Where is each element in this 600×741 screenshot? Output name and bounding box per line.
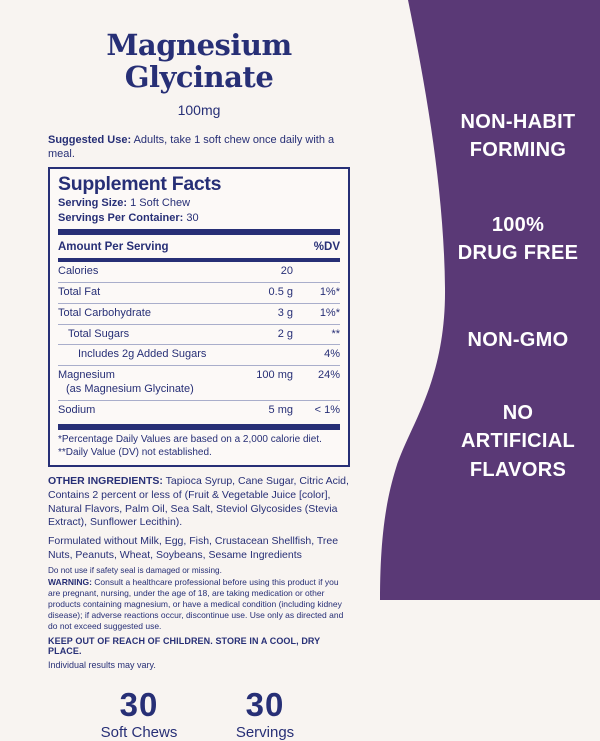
nutrient-subname: (as Magnesium Glycinate) [66,382,194,395]
nutrient-dv: < 1% [314,403,340,416]
serving-size: Serving Size: 1 Soft Chew [58,196,340,211]
divider-thick [58,258,340,263]
nutrient-amount: 20 [280,265,293,278]
claim-no-artificial-flavors: NO ARTIFICIAL FLAVORS [460,402,576,481]
serving-size-value: 1 Soft Chew [127,196,191,209]
suggested-use-text: Adults, take 1 soft chew once daily with… [48,133,335,160]
product-title: Magnesium Glycinate [106,28,292,94]
soft-chews-count: 30 Soft Chews [87,685,191,741]
formulated-without: Formulated without Milk, Egg, Fish, Crus… [48,534,339,561]
claim-drug-free: 100% DRUG FREE [457,214,579,265]
servings-count: 30 Servings [213,685,317,741]
nutrient-name: Calories [58,265,99,278]
facts-row-total-carbohydrate: Total Carbohydrate 3 g 1%* [58,302,340,324]
divider-thick [58,229,340,236]
nutrient-name: Total Carbohydrate [58,306,151,319]
nutrient-dv: 1%* [319,306,340,319]
soft-chews-number: 30 [119,685,159,723]
nutrient-amount: 3 g [277,306,293,319]
facts-row-added-sugars: Includes 2g Added Sugars 4% [58,344,340,365]
other-ingredients: OTHER INGREDIENTS: Tapioca Syrup, Cane S… [48,475,350,530]
claim-non-gmo: NON-GMO [467,329,569,351]
facts-heading: Supplement Facts [58,173,222,196]
nutrient-name: Sodium [58,403,96,416]
servings-value: 30 [183,211,199,224]
warning: WARNING: Consult a healthcare profession… [48,577,350,631]
nutrient-amount: 2 g [277,327,293,340]
warning-text: Consult a healthcare professional before… [48,577,344,631]
keep-out-of-reach: KEEP OUT OF REACH OF CHILDREN. STORE IN … [48,635,321,656]
results-disclaimer: Individual results may vary. [48,659,156,670]
nutrient-name: Includes 2g Added Sugars [78,348,207,361]
facts-row-sodium: Sodium 5 mg < 1% [58,399,340,421]
dosage-text: 100mg [177,101,221,118]
suggested-use: Suggested Use: Adults, take 1 soft chew … [48,134,350,162]
nutrient-name-block: Magnesium (as Magnesium Glycinate) [58,369,223,397]
nutrient-name: Magnesium [58,369,115,382]
servings-count-label: Servings [235,724,295,741]
divider-thick [58,424,340,431]
facts-row-total-sugars: Total Sugars 2 g ** [58,323,340,345]
soft-chews-label: Soft Chews [100,724,178,741]
supplement-facts-panel: Supplement Facts Serving Size: 1 Soft Ch… [48,167,350,468]
nutrient-amount: 5 mg [268,403,293,416]
nutrient-dv: 4% [324,348,340,361]
count-badges: 30 Soft Chews 30 Servings [54,685,350,741]
facts-row-total-fat: Total Fat 0.5 g 1%* [58,282,340,303]
nutrient-dv: ** [331,327,340,340]
claim-non-habit-forming: NON-HABIT FORMING [460,111,576,162]
servings-per-container: Servings Per Container: 30 [58,211,340,226]
purple-accent-shape [380,0,600,600]
nutrient-name: Total Sugars [68,327,130,340]
label-content: Magnesium Glycinate 100mg Suggested Use:… [48,28,350,741]
other-ingredients-text: Tapioca Syrup, Cane Sugar, Citric Acid, … [48,475,349,529]
facts-header-row: Amount Per Serving %DV [58,237,340,256]
facts-row-magnesium: Magnesium (as Magnesium Glycinate) 100 m… [58,365,340,400]
dv-footnote-1: *Percentage Daily Values are based on a … [58,434,322,446]
nutrient-amount: 100 mg [256,369,293,382]
servings-number: 30 [245,685,285,723]
warning-label: WARNING: [48,577,92,588]
nutrient-amount: 0.5 g [268,286,293,299]
servings-label: Servings Per Container: [58,211,184,224]
nutrient-dv: 1%* [319,286,340,299]
serving-size-label: Serving Size: [58,196,128,209]
amount-per-serving-header: Amount Per Serving [58,241,169,254]
dv-footnote-2: **Daily Value (DV) not established. [58,447,212,459]
safety-seal-note: Do not use if safety seal is damaged or … [48,566,222,576]
facts-row-calories: Calories 20 [58,262,340,282]
nutrient-dv: 24% [317,369,340,382]
suggested-use-label: Suggested Use: [48,133,132,146]
dv-header: %DV [313,241,340,254]
nutrient-name: Total Fat [58,286,101,299]
other-ingredients-label: OTHER INGREDIENTS: [48,475,163,488]
